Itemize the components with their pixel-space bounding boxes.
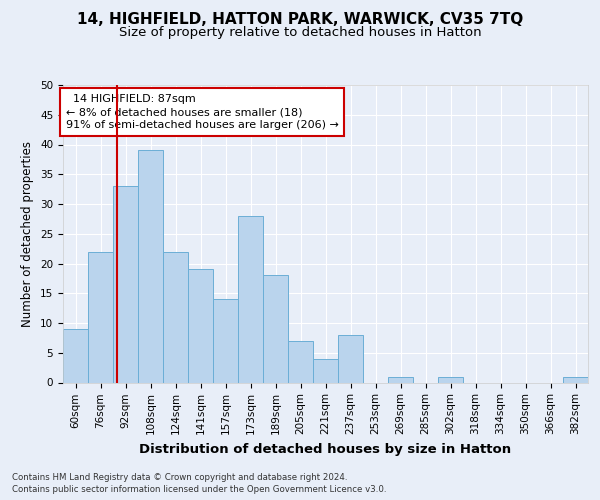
Bar: [313, 358, 338, 382]
Text: Size of property relative to detached houses in Hatton: Size of property relative to detached ho…: [119, 26, 481, 39]
X-axis label: Distribution of detached houses by size in Hatton: Distribution of detached houses by size …: [139, 442, 512, 456]
Bar: [338, 335, 363, 382]
Bar: [188, 270, 213, 382]
Bar: [163, 252, 188, 382]
Bar: [288, 341, 313, 382]
Text: Contains HM Land Registry data © Crown copyright and database right 2024.: Contains HM Land Registry data © Crown c…: [12, 472, 347, 482]
Bar: [388, 376, 413, 382]
Bar: [138, 150, 163, 382]
Bar: [213, 299, 238, 382]
Bar: [563, 376, 588, 382]
Bar: [238, 216, 263, 382]
Bar: [438, 376, 463, 382]
Y-axis label: Number of detached properties: Number of detached properties: [22, 141, 34, 327]
Text: Contains public sector information licensed under the Open Government Licence v3: Contains public sector information licen…: [12, 485, 386, 494]
Bar: [63, 329, 88, 382]
Text: 14 HIGHFIELD: 87sqm
← 8% of detached houses are smaller (18)
91% of semi-detache: 14 HIGHFIELD: 87sqm ← 8% of detached hou…: [65, 94, 338, 130]
Bar: [263, 276, 288, 382]
Bar: [113, 186, 138, 382]
Bar: [88, 252, 113, 382]
Text: 14, HIGHFIELD, HATTON PARK, WARWICK, CV35 7TQ: 14, HIGHFIELD, HATTON PARK, WARWICK, CV3…: [77, 12, 523, 28]
